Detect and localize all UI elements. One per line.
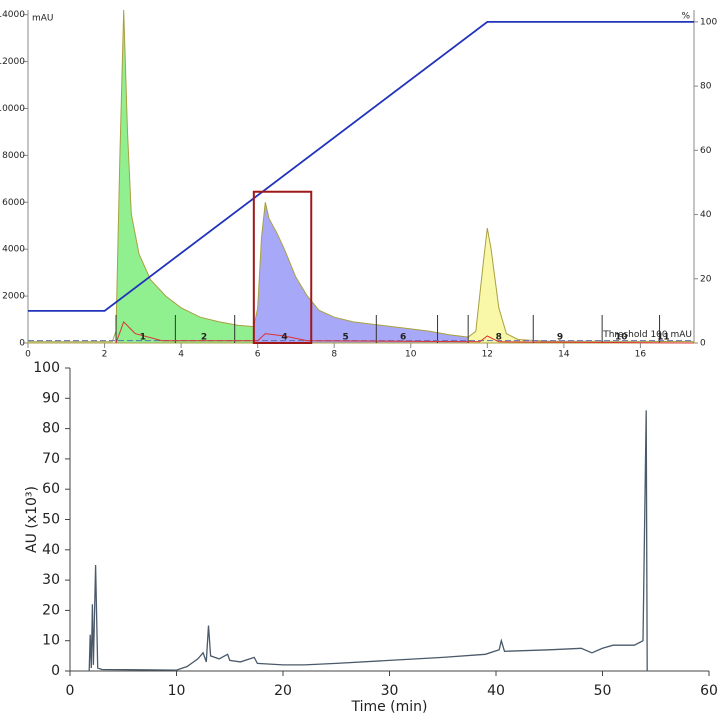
- y-tick-label: 100: [33, 360, 60, 376]
- y-tick-label: 80: [42, 421, 60, 437]
- y-tick-label: 10000: [0, 104, 25, 114]
- fraction-label: 1: [140, 333, 146, 343]
- x-tick-label: 4: [178, 350, 184, 360]
- x-tick-label: 40: [487, 683, 505, 699]
- fraction-label: 2: [201, 333, 207, 343]
- y-tick-label: 40: [42, 542, 60, 558]
- x-tick-label: 30: [381, 683, 399, 699]
- fraction-label: 6: [400, 333, 406, 343]
- fraction-label: 4: [281, 333, 287, 343]
- x-tick-label: 6: [255, 350, 261, 360]
- y2-unit: %: [681, 12, 690, 22]
- x-tick-label: 10: [168, 683, 186, 699]
- gradient-line: [28, 21, 694, 312]
- fraction-label: 5: [343, 333, 349, 343]
- y-tick-label: 8000: [2, 151, 25, 161]
- fraction-label: 10: [615, 333, 628, 343]
- flash-chromatogram: 0246810121416020004000600080001000012000…: [0, 9, 717, 360]
- y2-tick-label: 100: [700, 17, 717, 27]
- y2-tick-label: 60: [700, 146, 712, 156]
- x-tick-label: 60: [700, 683, 718, 699]
- x-axis-label: Time (min): [350, 699, 427, 714]
- highlight-box: [252, 190, 313, 344]
- y-tick-label: 4000: [2, 245, 25, 255]
- y2-tick-label: 40: [700, 210, 712, 220]
- y-tick-label: 6000: [2, 198, 25, 208]
- y-unit: mAU: [32, 14, 54, 24]
- x-tick-label: 14: [558, 350, 570, 360]
- x-tick-label: 16: [635, 350, 647, 360]
- y-tick-label: 12000: [0, 57, 25, 67]
- trace-line: [88, 410, 648, 672]
- y-tick-label: 2000: [2, 292, 25, 302]
- y-tick-label: 14000: [0, 10, 25, 20]
- uv-area: [27, 9, 695, 344]
- fraction-label: 8: [496, 333, 502, 343]
- x-tick-label: 0: [25, 350, 31, 360]
- x-tick-label: 2: [102, 350, 108, 360]
- trace-line: [115, 320, 695, 344]
- hplc-chromatogram: 0 10 20 30 40 50 60 0 10 20 30 40 50 60 70 80 90 100 Time …: [24, 360, 718, 714]
- y2-tick-label: 20: [700, 274, 712, 284]
- threshold-label: Threshold 100 mAU: [602, 330, 692, 340]
- y-tick-label: 70: [42, 451, 60, 467]
- y-axis-label: AU (x10³): [24, 486, 40, 553]
- x-tick-label: 10: [405, 350, 417, 360]
- y2-tick-label: 0: [700, 339, 706, 349]
- x-tick-label: 0: [66, 683, 75, 699]
- y-tick-label: 10: [42, 633, 60, 649]
- fraction-label: 9: [557, 333, 563, 343]
- y-tick-label: 90: [42, 390, 60, 406]
- y-tick-label: 50: [42, 512, 60, 528]
- y-tick-label: 60: [42, 481, 60, 497]
- x-tick-label: 20: [274, 683, 292, 699]
- y-tick-label: 20: [42, 602, 60, 618]
- y-tick-label: 0: [51, 663, 60, 679]
- fraction-label: 11: [657, 333, 670, 343]
- y-tick-label: 30: [42, 572, 60, 588]
- y-tick-label: 0: [19, 339, 25, 349]
- x-tick-label: 8: [331, 350, 337, 360]
- x-tick-label: 50: [594, 683, 612, 699]
- y2-tick-label: 80: [700, 82, 712, 92]
- x-tick-label: 12: [482, 350, 493, 360]
